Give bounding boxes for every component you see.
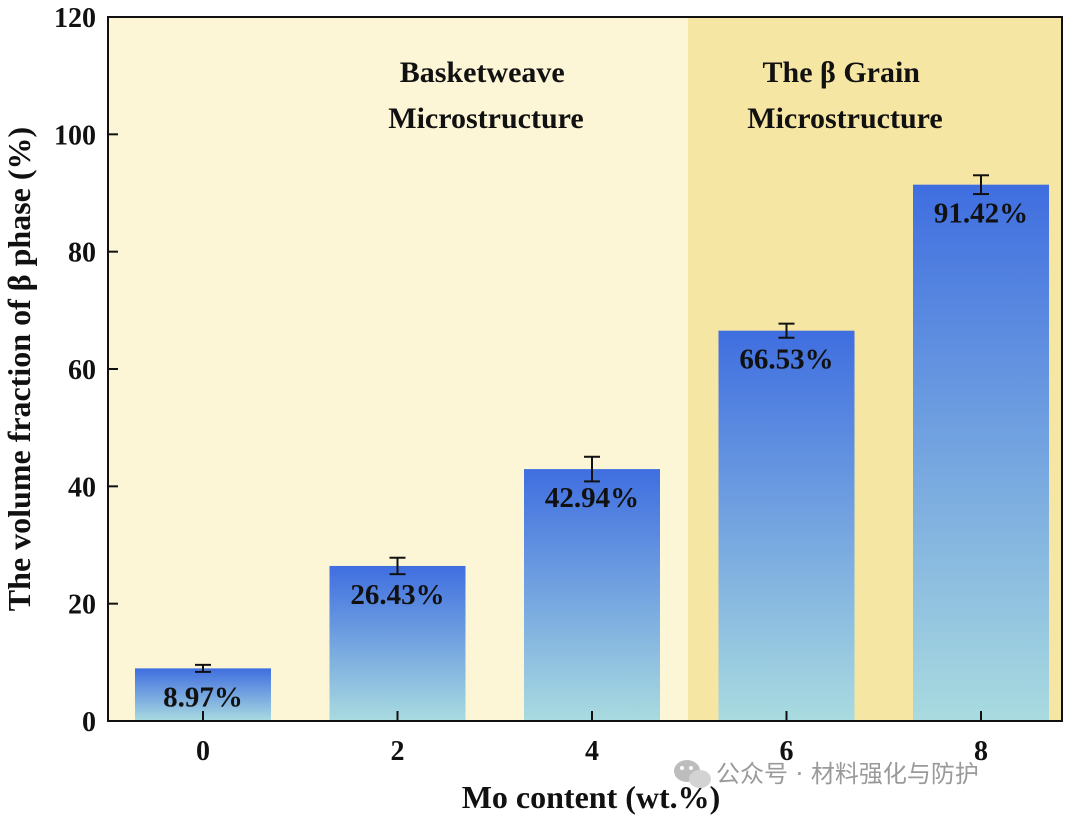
- x-tick-label-4: 4: [585, 736, 599, 767]
- bar-4: [524, 469, 660, 721]
- bar-8: [913, 184, 1049, 722]
- bars: [135, 184, 1049, 722]
- bar-2: [329, 565, 466, 721]
- error-bar-0: [195, 663, 211, 673]
- error-bar-6: [778, 322, 795, 339]
- x-tick-label-8: 8: [974, 736, 988, 767]
- beta-grain-label: The β Grain Microstructure: [747, 56, 942, 135]
- x-tick-label-0: 0: [196, 736, 210, 767]
- y-tick-label-100: 100: [54, 120, 96, 151]
- data-label-0: 8.97%: [163, 681, 243, 713]
- basketweave-label: Basketweave Microstructure: [388, 56, 583, 135]
- y-axis-title: The volume fraction of β phase (%): [1, 127, 37, 611]
- bar-6: [718, 330, 855, 721]
- x-axis-ticks: 0 2 4 6 8: [196, 711, 988, 767]
- y-tick-label-120: 120: [54, 3, 96, 34]
- x-axis-title: Mo content (wt.%): [462, 779, 721, 815]
- error-bar-8: [973, 174, 989, 196]
- y-tick-label-60: 60: [68, 355, 96, 386]
- data-label-4: 42.94%: [545, 482, 639, 514]
- y-tick-label-80: 80: [68, 238, 96, 269]
- y-axis-ticks: 0 20 40 60 80 100 120: [54, 3, 118, 738]
- y-tick-label-0: 0: [82, 707, 96, 738]
- error-bar-2: [389, 556, 406, 576]
- watermark-text: 公众号 · 材料强化与防护: [716, 760, 979, 788]
- x-tick-label-2: 2: [391, 736, 405, 767]
- error-bars: [195, 174, 989, 673]
- y-tick-label-40: 40: [68, 472, 96, 503]
- data-labels: 8.97% 26.43% 42.94% 66.53% 91.42%: [163, 198, 1028, 714]
- watermark: 公众号 · 材料强化与防护: [674, 760, 979, 788]
- x-tick-label-6: 6: [780, 736, 794, 767]
- data-label-8: 91.42%: [934, 198, 1028, 230]
- data-label-6: 66.53%: [739, 344, 833, 376]
- data-label-2: 26.43%: [350, 579, 444, 611]
- wechat-icon: [674, 760, 711, 788]
- y-tick-label-20: 20: [68, 590, 96, 621]
- error-bar-4: [584, 455, 600, 483]
